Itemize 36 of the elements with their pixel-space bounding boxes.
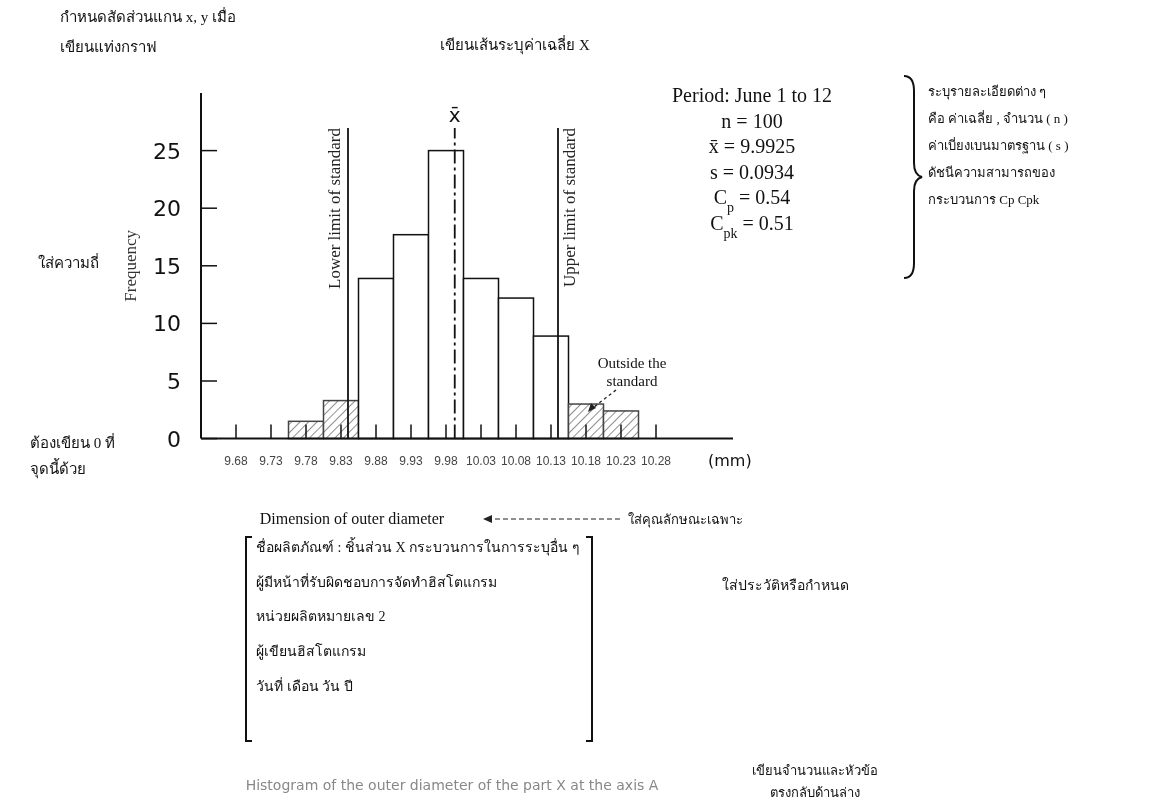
y-tick-label: 15 <box>153 253 181 279</box>
text: ใส่คุณลักษณะเฉพาะ <box>628 512 743 528</box>
y-tick-label: 25 <box>153 138 181 164</box>
x-tick-label: 10.13 <box>535 453 567 468</box>
x-tick-label: 9.83 <box>329 453 353 468</box>
annotation: Outside the standard <box>597 355 667 390</box>
x-tick-label: 9.68 <box>224 453 248 468</box>
x-tick-label: 9.93 <box>399 453 423 468</box>
text: กำหนดสัดส่วนแกน x, y เมื่อ เขียนแท่งกราฟ <box>60 6 236 55</box>
text: ต้องเขียน 0 ที่ จุดนี้ด้วย <box>30 432 115 479</box>
x-tick-label: 10.03 <box>465 453 497 468</box>
ref-line-label: Lower limit of standard <box>325 127 344 289</box>
text: Period: June 1 to 12 n = 100 x̄ = 9.9925 s = 0.0934 C$_{p}$ = 0.54 C$_{pk}$ = 0.51 <box>672 84 832 240</box>
y-tick-label: 10 <box>153 311 181 337</box>
text: เขียนจำนวนและหัวข้อ ตรงกลับด้านล่าง <box>752 763 878 800</box>
text: ระบุรายละเอียดต่าง ๆ คือ ค่าเฉลี่ย , จำนวน ( n ) ค่าเบี่ยงเบนมาตรฐาน ( s ) ดัชนีความสามารถของ กระบวนการ Cp Cpk <box>928 84 1069 207</box>
x-tick-label: 10.18 <box>570 453 602 468</box>
text: ใส่ความถี่ <box>38 252 99 271</box>
x-tick-label: 9.98 <box>434 453 458 468</box>
x-tick-label: 9.73 <box>259 453 283 468</box>
text: เขียนเส้นระบุค่าเฉลี่ย X <box>440 34 590 55</box>
x-tick-label: 10.08 <box>500 453 532 468</box>
y-tick-label: 20 <box>153 196 181 222</box>
y-axis-title: Frequency <box>121 229 140 302</box>
text: (mm) <box>708 451 752 470</box>
x-tick-label: 10.28 <box>640 453 672 468</box>
ref-line-label: Upper limit of standard <box>560 127 579 288</box>
text: Histogram of the outer diameter of the part X at the axis A <box>245 777 659 793</box>
x-tick-label: 9.78 <box>294 453 318 468</box>
ref-line-label: x̄ <box>448 103 461 127</box>
x-axis-title: Dimension of outer diameter <box>259 510 445 527</box>
text: ใส่ประวัติหรือกำหนด <box>722 577 849 593</box>
y-tick-label: 0 <box>167 426 181 452</box>
x-tick-label: 9.88 <box>364 453 388 468</box>
y-tick-label: 5 <box>167 369 181 394</box>
x-tick-label: 10.23 <box>605 453 637 468</box>
